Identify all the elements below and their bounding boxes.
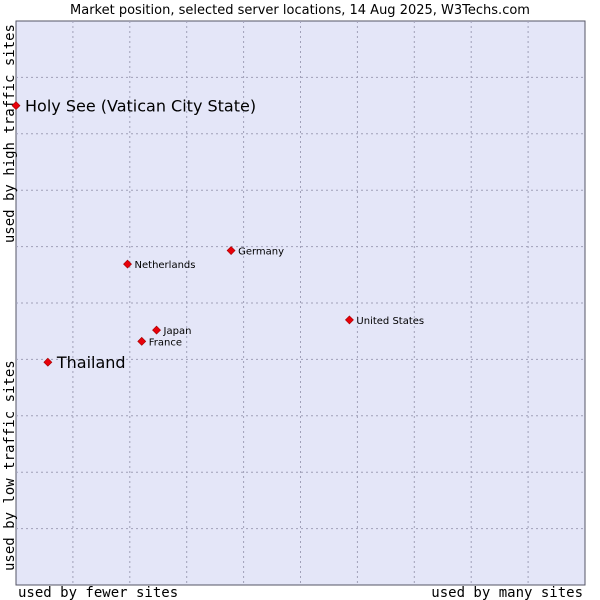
data-point-france: France [137,336,182,348]
point-marker [137,336,147,346]
point-label: Japan [163,326,192,337]
x-axis-label-left: used by fewer sites [18,585,178,600]
y-axis-label-bottom: used by low traffic sites [2,360,18,571]
data-point-germany: Germany [226,246,284,258]
y-axis-label-top: used by high traffic sites [2,24,18,243]
point-label: Germany [238,247,284,258]
point-label: Holy See (Vatican City State) [25,97,256,116]
point-marker [11,101,21,111]
point-marker [43,357,53,367]
data-point-holy-see-vatican-city-state: Holy See (Vatican City State) [11,97,256,116]
data-point-thailand: Thailand [43,353,126,372]
point-marker [123,259,132,269]
point-marker [226,246,236,255]
chart-title: Market position, selected server locatio… [70,3,530,18]
point-label: United States [356,316,424,327]
point-label: Thailand [56,353,126,372]
point-marker [152,325,161,335]
grid-lines [16,21,585,585]
point-label: Netherlands [135,260,196,271]
data-point-united-states: United States [345,315,424,327]
x-axis-label-right: used by many sites [431,585,583,600]
data-point-japan: Japan [152,325,192,337]
data-points: Holy See (Vatican City State) Germany Neth… [11,97,424,372]
data-point-netherlands: Netherlands [123,259,196,271]
point-marker [345,315,354,325]
point-label: France [149,337,182,348]
